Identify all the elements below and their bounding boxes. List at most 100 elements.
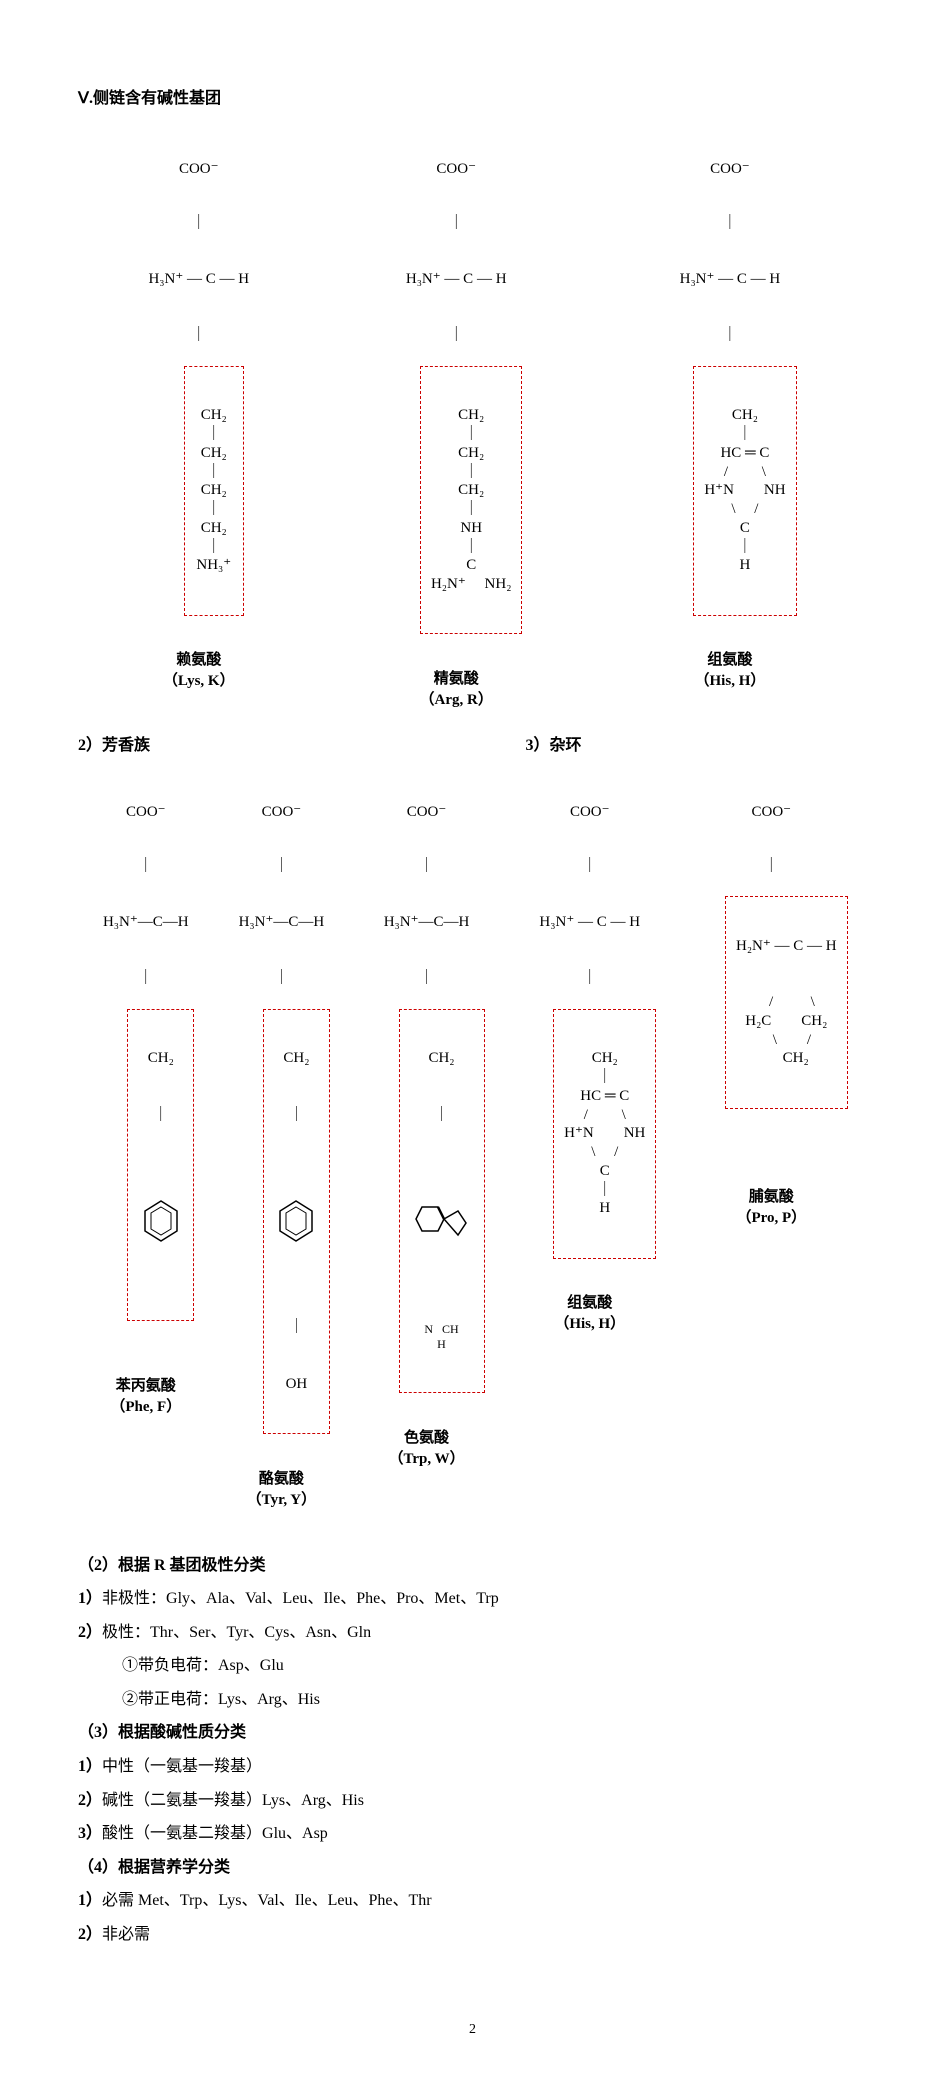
his-name: 组氨酸	[695, 648, 766, 669]
trp-cell: COO⁻ ｜ H₃N⁺—C—H ｜ CH₂ ｜ N CH H	[361, 759, 493, 1468]
trp-nh: N CH H	[410, 1322, 474, 1352]
benzene-icon	[274, 1162, 319, 1281]
l31-txt: 中性（一氨基一羧基）	[102, 1758, 262, 1775]
arg-code: （Arg, R）	[420, 688, 493, 709]
phe-b1: ｜	[97, 857, 194, 876]
his2-b1: ｜	[523, 857, 656, 876]
pro-cell: COO⁻ ｜ H₂N⁺ — C — H / \ H₂C CH₂ \ / CH₂ …	[687, 759, 856, 1227]
lys-cell: COO⁻ ｜ H₃N⁺ — C — H ｜ CH₂ ｜ CH₂ ｜ CH₂ ｜ …	[140, 116, 257, 690]
pro-name: 脯氨酸	[736, 1185, 806, 1206]
lys-bond: ｜	[148, 326, 249, 345]
tyr-b2: ｜	[233, 969, 330, 988]
his-ch: H₃N⁺ — C — H	[663, 270, 796, 289]
l41-txt: 必需 Met、Trp、Lys、Val、Ile、Leu、Phe、Thr	[102, 1892, 432, 1909]
arg-name: 精氨酸	[420, 667, 493, 688]
his2-chain: CH₂ ｜ HC ═ C / \ H⁺N NH \ / C ｜ H	[564, 1049, 645, 1218]
l33-txt: 酸性（一氨基二羧基）Glu、Asp	[102, 1825, 328, 1842]
pro-sidechain-box: H₂N⁺ — C — H / \ H₂C CH₂ \ / CH₂	[725, 896, 848, 1108]
trp-b1: ｜	[369, 857, 485, 876]
his-bond1: ｜	[663, 214, 796, 233]
line-2-2: 2）极性：Thr、Ser、Tyr、Cys、Asn、Gln	[78, 1616, 867, 1650]
heading-3: （3）根据酸碱性质分类	[78, 1716, 867, 1750]
arg-coo: COO⁻	[390, 160, 522, 179]
subheading-row: 2）芳香族 3）杂环	[78, 731, 867, 755]
l32-txt: 碱性（二氨基一羧基）Lys、Arg、His	[102, 1792, 364, 1809]
pro-code: （Pro, P）	[736, 1206, 806, 1227]
arg-bond1: ｜	[390, 214, 522, 233]
tyr-b1: ｜	[233, 857, 330, 876]
his-sidechain-box: CH₂ ｜ HC ═ C / \ H⁺N NH \ / C ｜ H	[693, 366, 796, 616]
trp-b2: ｜	[369, 969, 485, 988]
pro-b1: ｜	[695, 857, 848, 876]
pro-bb: H₂N⁺ — C — H	[736, 937, 837, 956]
tyr-name: 酪氨酸	[247, 1467, 316, 1488]
line-3-2: 2）碱性（二氨基一羧基）Lys、Arg、His	[78, 1784, 867, 1818]
line-2-1: 1）非极性：Gly、Ala、Val、Leu、Ile、Phe、Pro、Met、Tr…	[78, 1582, 867, 1616]
trp-coo: COO⁻	[369, 803, 485, 822]
his2-name: 组氨酸	[554, 1291, 625, 1312]
his-chain: CH₂ ｜ HC ═ C / \ H⁺N NH \ / C ｜ H	[704, 406, 785, 575]
arg-bond2: ｜	[390, 326, 522, 345]
line-4-2: 2）非必需	[78, 1918, 867, 1952]
his-coo: COO⁻	[663, 160, 796, 179]
his2-sidechain-box: CH₂ ｜ HC ═ C / \ H⁺N NH \ / C ｜ H	[553, 1009, 656, 1259]
his2-b2: ｜	[523, 969, 656, 988]
tyr-sidechain-box: CH₂ ｜ ｜ OH	[263, 1009, 330, 1434]
lys-ch: H₃N⁺ — C — H	[148, 270, 249, 289]
line-2-2b: ②带正电荷：Lys、Arg、His	[78, 1683, 867, 1717]
phe-b2: ｜	[97, 969, 194, 988]
trp-bb: H₃N⁺—C—H	[369, 913, 485, 932]
his2-code: （His, H）	[554, 1312, 625, 1333]
trp-b3: ｜	[410, 1106, 474, 1125]
phe-bb: H₃N⁺—C—H	[97, 913, 194, 932]
indole-icon	[410, 1162, 474, 1285]
trp-ch2: CH₂	[410, 1049, 474, 1068]
page-number: 2	[78, 2022, 867, 2038]
phe-sidechain-box: CH₂ ｜	[127, 1009, 194, 1322]
tyr-coo: COO⁻	[233, 803, 330, 822]
tyr-ch2: CH₂	[274, 1049, 319, 1068]
line-3-1: 1）中性（一氨基一羧基）	[78, 1750, 867, 1784]
tyr-bb: H₃N⁺—C—H	[233, 913, 330, 932]
phe-coo: COO⁻	[97, 803, 194, 822]
arg-chain: CH₂ ｜ CH₂ ｜ CH₂ ｜ NH ｜ C H₂N⁺ NH₂	[431, 406, 511, 594]
aromatic-heading: 2）芳香族	[78, 731, 495, 755]
lys-backbone: ｜	[148, 214, 249, 233]
arg-cell: COO⁻ ｜ H₃N⁺ — C — H ｜ CH₂ ｜ CH₂ ｜ CH₂ ｜ …	[382, 116, 530, 709]
line-3-3: 3）酸性（一氨基二羧基）Glu、Asp	[78, 1817, 867, 1851]
lys-chain: CH₂ ｜ CH₂ ｜ CH₂ ｜ CH₂ ｜ NH₃⁺	[195, 406, 233, 575]
trp-code: （Trp, W）	[388, 1447, 464, 1468]
pro-coo: COO⁻	[695, 803, 848, 822]
heading-2: （2）根据 R 基团极性分类	[78, 1549, 867, 1583]
lys-sidechain-box: CH₂ ｜ CH₂ ｜ CH₂ ｜ CH₂ ｜ NH₃⁺	[184, 366, 244, 616]
tyr-b4: ｜	[274, 1318, 319, 1337]
phe-code: （Phe, F）	[110, 1395, 181, 1416]
trp-sidechain-box: CH₂ ｜ N CH H	[399, 1009, 485, 1393]
row-2: COO⁻ ｜ H₃N⁺—C—H ｜ CH₂ ｜ 苯丙氨酸 （	[78, 759, 867, 1509]
hetero-heading: 3）杂环	[495, 731, 867, 755]
his-code: （His, H）	[695, 669, 766, 690]
arg-sidechain-box: CH₂ ｜ CH₂ ｜ CH₂ ｜ NH ｜ C H₂N⁺ NH₂	[420, 366, 522, 635]
l2-txt: 极性：Thr、Ser、Tyr、Cys、Asn、Gln	[102, 1624, 371, 1641]
line-4-1: 1）必需 Met、Trp、Lys、Val、Ile、Leu、Phe、Thr	[78, 1884, 867, 1918]
pro-chain: / \ H₂C CH₂ \ / CH₂	[736, 993, 837, 1068]
classification-text: （2）根据 R 基团极性分类 1）非极性：Gly、Ala、Val、Leu、Ile…	[78, 1549, 867, 1952]
tyr-oh: OH	[274, 1375, 319, 1394]
lys-name: 赖氨酸	[163, 648, 235, 669]
phe-ch2: CH₂	[138, 1049, 183, 1068]
his2-coo: COO⁻	[523, 803, 656, 822]
tyr-b3: ｜	[274, 1106, 319, 1125]
line-2-2a: ①带负电荷：Asp、Glu	[78, 1649, 867, 1683]
trp-name: 色氨酸	[388, 1426, 464, 1447]
heading-4: （4）根据营养学分类	[78, 1851, 867, 1885]
his-bond2: ｜	[663, 326, 796, 345]
phe-cell: COO⁻ ｜ H₃N⁺—C—H ｜ CH₂ ｜ 苯丙氨酸 （	[89, 759, 202, 1416]
his-cell: COO⁻ ｜ H₃N⁺ — C — H ｜ CH₂ ｜ HC ═ C / \ H…	[655, 116, 804, 690]
lys-code: （Lys, K）	[163, 669, 235, 690]
phe-b3: ｜	[138, 1106, 183, 1125]
benzene-icon	[138, 1162, 183, 1281]
basic-group-row: COO⁻ ｜ H₃N⁺ — C — H ｜ CH₂ ｜ CH₂ ｜ CH₂ ｜ …	[78, 116, 867, 709]
phe-name: 苯丙氨酸	[110, 1374, 181, 1395]
tyr-code: （Tyr, Y）	[247, 1488, 316, 1509]
tyr-cell: COO⁻ ｜ H₃N⁺—C—H ｜ CH₂ ｜ ｜ OH	[225, 759, 338, 1509]
